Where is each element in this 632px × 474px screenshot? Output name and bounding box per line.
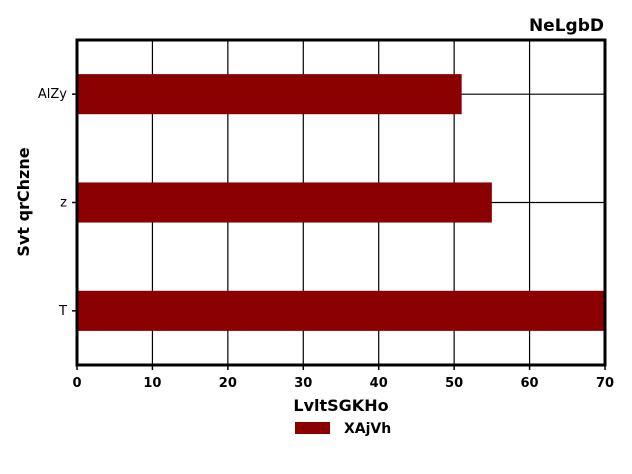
legend-swatch xyxy=(295,422,330,434)
y-axis-ticks: AlZy z T xyxy=(38,87,77,319)
bar-AlZy xyxy=(77,74,462,115)
x-tick-label: 10 xyxy=(143,376,161,391)
x-tick-label: 70 xyxy=(596,376,614,391)
chart-title: NeLgbD xyxy=(529,16,604,36)
bar-T xyxy=(77,290,605,331)
x-tick-label: 60 xyxy=(521,376,539,391)
bars xyxy=(77,74,605,331)
y-tick-label: T xyxy=(58,304,67,319)
x-tick-label: 30 xyxy=(294,376,312,391)
y-tick-label: AlZy xyxy=(38,87,67,102)
x-tick-label: 50 xyxy=(445,376,463,391)
y-tick-label: z xyxy=(60,196,67,211)
bar-z xyxy=(77,182,492,223)
legend: XAjVh xyxy=(295,421,391,437)
y-axis-label: Svt qrChzne xyxy=(14,147,33,256)
x-tick-label: 20 xyxy=(219,376,237,391)
x-axis-ticks: 0 10 20 30 40 50 60 70 xyxy=(72,365,614,391)
x-axis-label: LvltSGKHo xyxy=(293,396,388,415)
x-tick-label: 40 xyxy=(370,376,388,391)
legend-label: XAjVh xyxy=(344,421,391,437)
x-tick-label: 0 xyxy=(72,376,81,391)
